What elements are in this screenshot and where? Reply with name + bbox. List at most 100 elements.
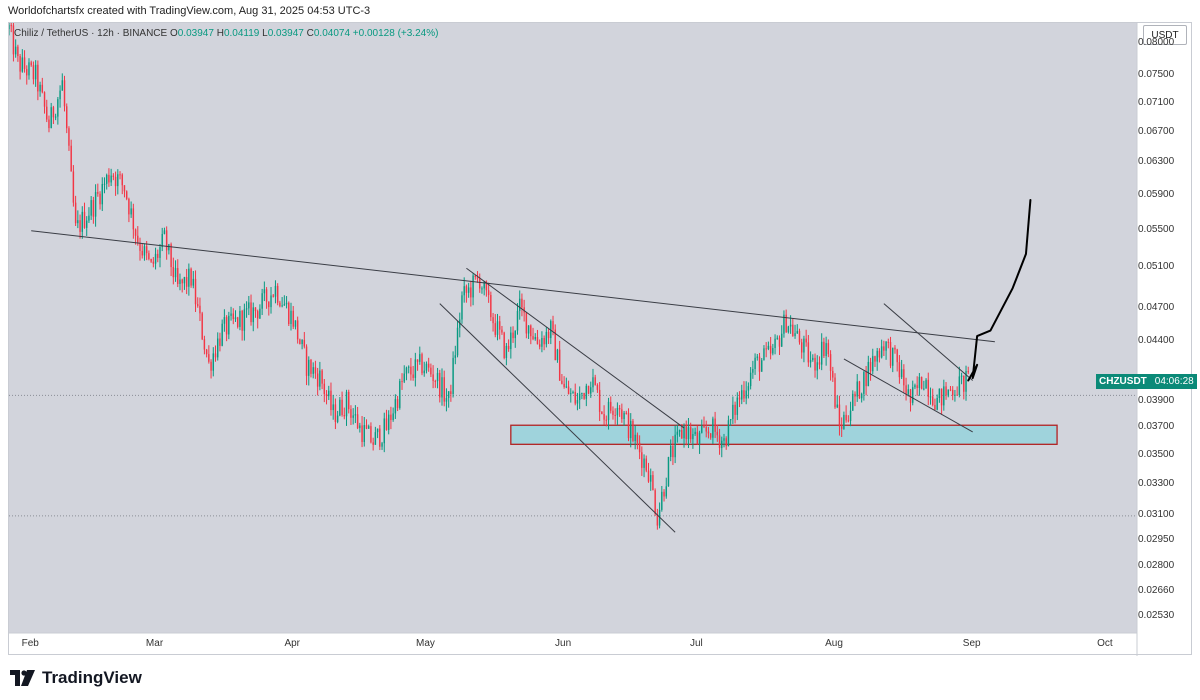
- current-ticker: CHZUSDT: [1099, 376, 1147, 387]
- candle-up: [825, 343, 827, 357]
- candle-up: [872, 356, 874, 372]
- candle-up: [445, 398, 448, 402]
- candle-down: [279, 302, 281, 307]
- candle-up: [285, 302, 288, 305]
- price-tick-label: 0.05900: [1138, 188, 1175, 200]
- candle-up: [960, 375, 963, 377]
- candle-down: [99, 193, 101, 205]
- candle-down: [210, 361, 212, 371]
- price-tick-label: 0.07500: [1138, 69, 1175, 81]
- candle-down: [314, 367, 317, 374]
- candle-down: [536, 336, 539, 345]
- candle-up: [683, 426, 685, 439]
- candle-up: [796, 330, 798, 334]
- candle-down: [840, 426, 843, 429]
- candle-up: [505, 345, 508, 359]
- candle-down: [48, 119, 50, 129]
- candle-down: [432, 374, 434, 381]
- candle-down: [896, 349, 898, 363]
- time-tick-label: Jun: [555, 638, 572, 649]
- candle-down: [743, 390, 745, 399]
- footer-brand[interactable]: TradingView: [10, 668, 142, 688]
- trendline: [439, 303, 676, 533]
- candle-up: [947, 389, 949, 396]
- candle-up: [623, 412, 625, 420]
- candle-down: [181, 279, 183, 284]
- candle-up: [723, 438, 725, 441]
- candle-up: [103, 183, 106, 185]
- candle-up: [223, 317, 226, 324]
- candle-down: [709, 433, 712, 438]
- candle-down: [92, 200, 95, 217]
- candle-down: [390, 414, 392, 420]
- chart-frame[interactable]: [8, 22, 1193, 656]
- candle-up: [481, 288, 483, 290]
- candle-down: [632, 420, 634, 441]
- candle-down: [439, 372, 441, 398]
- candle-down: [765, 348, 767, 350]
- candle-up: [452, 357, 454, 394]
- candle-up: [876, 350, 878, 362]
- candle-down: [325, 394, 328, 397]
- candle-down: [625, 412, 628, 414]
- candle-down: [887, 341, 890, 343]
- candle-up: [28, 62, 30, 76]
- candle-down: [654, 490, 656, 515]
- candle-up: [441, 377, 443, 398]
- candle-down: [898, 362, 901, 378]
- candle-up: [419, 354, 421, 362]
- tradingview-logo-icon: [10, 670, 35, 686]
- candle-down: [412, 374, 414, 378]
- candle-up: [154, 253, 157, 264]
- candle-down: [250, 302, 252, 323]
- candle-up: [423, 370, 425, 374]
- candle-down: [256, 311, 259, 319]
- candle-down: [323, 383, 326, 395]
- candle-down: [838, 404, 841, 427]
- candle-up: [736, 397, 739, 415]
- candle-down: [199, 305, 201, 314]
- candle-up: [9, 25, 10, 29]
- candle-up: [518, 298, 521, 311]
- candle-down: [696, 431, 699, 445]
- candle-up: [270, 295, 272, 308]
- candle-down: [738, 397, 741, 400]
- candle-down: [814, 357, 816, 371]
- open-label: O: [169, 28, 178, 39]
- candle-down: [23, 57, 26, 69]
- candle-up: [77, 220, 79, 224]
- candle-up: [281, 305, 283, 307]
- candle-up: [863, 372, 865, 394]
- candle-up: [407, 366, 410, 368]
- candle-down: [949, 389, 952, 391]
- candle-down: [603, 414, 605, 420]
- candle-up: [729, 419, 732, 421]
- candle-up: [892, 347, 894, 366]
- candle-up: [860, 393, 863, 399]
- candle-down: [134, 229, 137, 236]
- candle-down: [689, 427, 692, 440]
- candle-up: [687, 427, 690, 440]
- candle-down: [927, 379, 929, 397]
- candle-down: [714, 418, 716, 432]
- candle-down: [543, 337, 545, 345]
- candle-down: [792, 324, 794, 337]
- candle-down: [561, 380, 563, 384]
- candle-up: [820, 341, 823, 365]
- candle-up: [556, 349, 559, 361]
- price-tick-label: 0.06300: [1138, 156, 1175, 168]
- candle-up: [143, 246, 146, 256]
- candle-up: [234, 317, 237, 320]
- candle-down: [823, 341, 825, 357]
- candle-down: [476, 277, 479, 279]
- currency-button[interactable]: USDT: [1143, 25, 1187, 45]
- candle-up: [252, 307, 254, 323]
- candle-down: [272, 295, 274, 297]
- candle-down: [123, 185, 126, 192]
- plot-background: [9, 23, 1137, 633]
- candle-up: [581, 392, 583, 394]
- candle-down: [499, 321, 501, 330]
- chart-plot[interactable]: [9, 23, 1193, 656]
- candle-up: [312, 367, 314, 374]
- candle-down: [427, 363, 430, 368]
